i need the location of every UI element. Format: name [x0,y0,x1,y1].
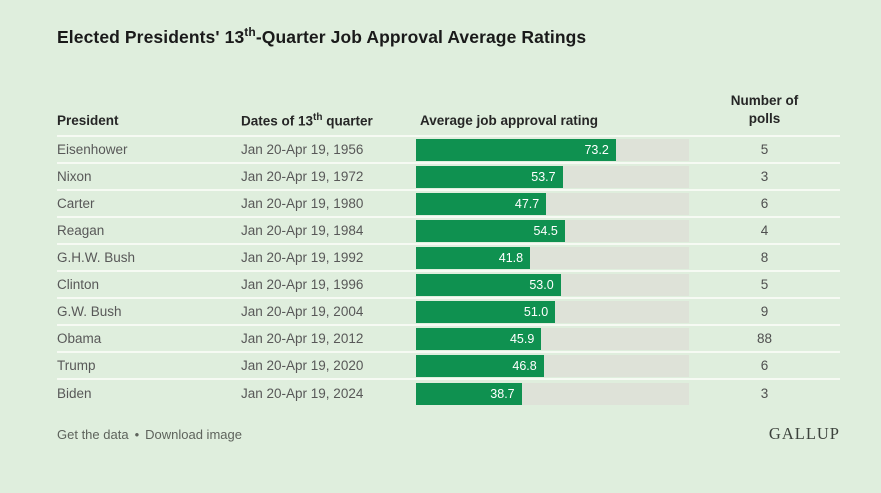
table-row: Biden Jan 20-Apr 19, 2024 38.7 3 [57,380,840,407]
quarter-dates: Jan 20-Apr 19, 1956 [241,142,364,158]
approval-value: 53.7 [531,169,556,184]
president-name: Trump [57,358,96,374]
bar-track: 53.7 [416,165,689,188]
table-header-row: President Dates of 13th quarter Average … [57,92,840,138]
president-name: Obama [57,331,102,347]
approval-bar: 73.2 [416,138,616,161]
dates-header-text: Dates of 13 [241,113,314,129]
bar-track: 47.7 [416,192,689,215]
bar-track: 38.7 [416,382,689,405]
president-name: Carter [57,196,95,212]
bar-track: 41.8 [416,246,689,269]
poll-count: 4 [760,223,769,239]
quarter-dates: Jan 20-Apr 19, 2012 [241,331,364,347]
poll-count: 8 [760,250,769,266]
title-text: Elected Presidents' 13 [57,26,245,47]
table-row: G.W. Bush Jan 20-Apr 19, 2004 51.0 9 [57,299,840,327]
approval-value: 45.9 [509,331,535,346]
approval-bar: 38.7 [416,382,522,405]
quarter-dates: Jan 20-Apr 19, 1972 [241,169,364,185]
poll-count: 5 [760,142,769,158]
president-name: Clinton [57,277,100,293]
table-row: Clinton Jan 20-Apr 19, 1996 53.0 5 [57,272,840,300]
bar-track: 51.0 [416,300,689,323]
table-row: Eisenhower Jan 20-Apr 19, 1956 73.2 5 [57,137,840,165]
approval-value: 46.8 [512,358,537,373]
approval-bar: 53.7 [416,165,563,188]
approval-value: 41.8 [498,250,524,265]
page-title: Elected Presidents' 13th-Quarter Job App… [57,25,840,48]
quarter-dates: Jan 20-Apr 19, 2004 [241,304,364,320]
table-row: Reagan Jan 20-Apr 19, 1984 54.5 4 [57,218,840,246]
bar-track: 46.8 [416,354,689,377]
approval-bar: 51.0 [416,300,556,323]
poll-count: 88 [756,331,773,347]
table-row: Obama Jan 20-Apr 19, 2012 45.9 88 [57,326,840,354]
column-header-dates: Dates of 13th quarter [241,112,416,129]
approval-value: 54.5 [533,223,558,238]
get-the-data-link[interactable]: Get the data [57,426,129,442]
president-name: G.H.W. Bush [57,250,136,266]
quarter-dates: Jan 20-Apr 19, 2020 [241,358,364,374]
president-name: Reagan [57,223,105,239]
approval-bar: 47.7 [416,192,547,215]
bar-track: 53.0 [416,273,689,296]
table-row: Trump Jan 20-Apr 19, 2020 46.8 6 [57,353,840,381]
poll-count: 9 [760,304,769,320]
bar-track: 45.9 [416,327,689,350]
bar-track: 54.5 [416,219,689,242]
download-image-link[interactable]: Download image [145,426,242,442]
approval-bar: 54.5 [416,219,565,242]
gallup-logo: GALLUP [768,424,840,444]
poll-count: 6 [760,358,769,374]
table-row: Carter Jan 20-Apr 19, 1980 47.7 6 [57,191,840,219]
approval-value: 47.7 [514,196,540,211]
quarter-dates: Jan 20-Apr 19, 1984 [241,223,364,239]
column-header-polls: Number of polls [689,92,840,128]
title-superscript: th [244,25,256,39]
quarter-dates: Jan 20-Apr 19, 2024 [241,386,364,402]
polls-header-line2: polls [748,111,781,127]
column-header-president: President [57,113,119,129]
poll-count: 5 [760,277,769,293]
footer: Get the data • Download image GALLUP [57,424,840,444]
approval-bar: 53.0 [416,273,561,296]
approval-bar: 41.8 [416,246,531,269]
approval-value: 38.7 [490,386,515,401]
president-name: G.W. Bush [57,304,122,320]
approval-bar: 45.9 [416,327,542,350]
polls-header-line1: Number of [730,92,799,108]
president-name: Nixon [57,169,92,185]
quarter-dates: Jan 20-Apr 19, 1996 [241,277,364,293]
title-text-suffix: -Quarter Job Approval Average Ratings [255,26,587,47]
approval-value: 53.0 [529,277,554,292]
poll-count: 3 [760,169,769,185]
poll-count: 3 [760,386,769,402]
president-name: Biden [57,386,92,402]
dates-header-superscript: th [313,111,323,123]
footer-bullet-separator: • [134,426,140,442]
approval-bar: 46.8 [416,354,544,377]
poll-count: 6 [760,196,769,212]
dates-header-suffix: quarter [322,113,373,129]
table-row: Nixon Jan 20-Apr 19, 1972 53.7 3 [57,164,840,192]
column-header-rating: Average job approval rating [420,113,599,129]
president-name: Eisenhower [57,142,128,158]
bar-track: 73.2 [416,138,689,161]
quarter-dates: Jan 20-Apr 19, 1992 [241,250,364,266]
quarter-dates: Jan 20-Apr 19, 1980 [241,196,364,212]
approval-table: President Dates of 13th quarter Average … [57,92,840,407]
approval-value: 51.0 [523,304,549,319]
approval-value: 73.2 [584,142,609,157]
footer-links: Get the data • Download image [57,427,242,442]
table-row: G.H.W. Bush Jan 20-Apr 19, 1992 41.8 8 [57,245,840,273]
